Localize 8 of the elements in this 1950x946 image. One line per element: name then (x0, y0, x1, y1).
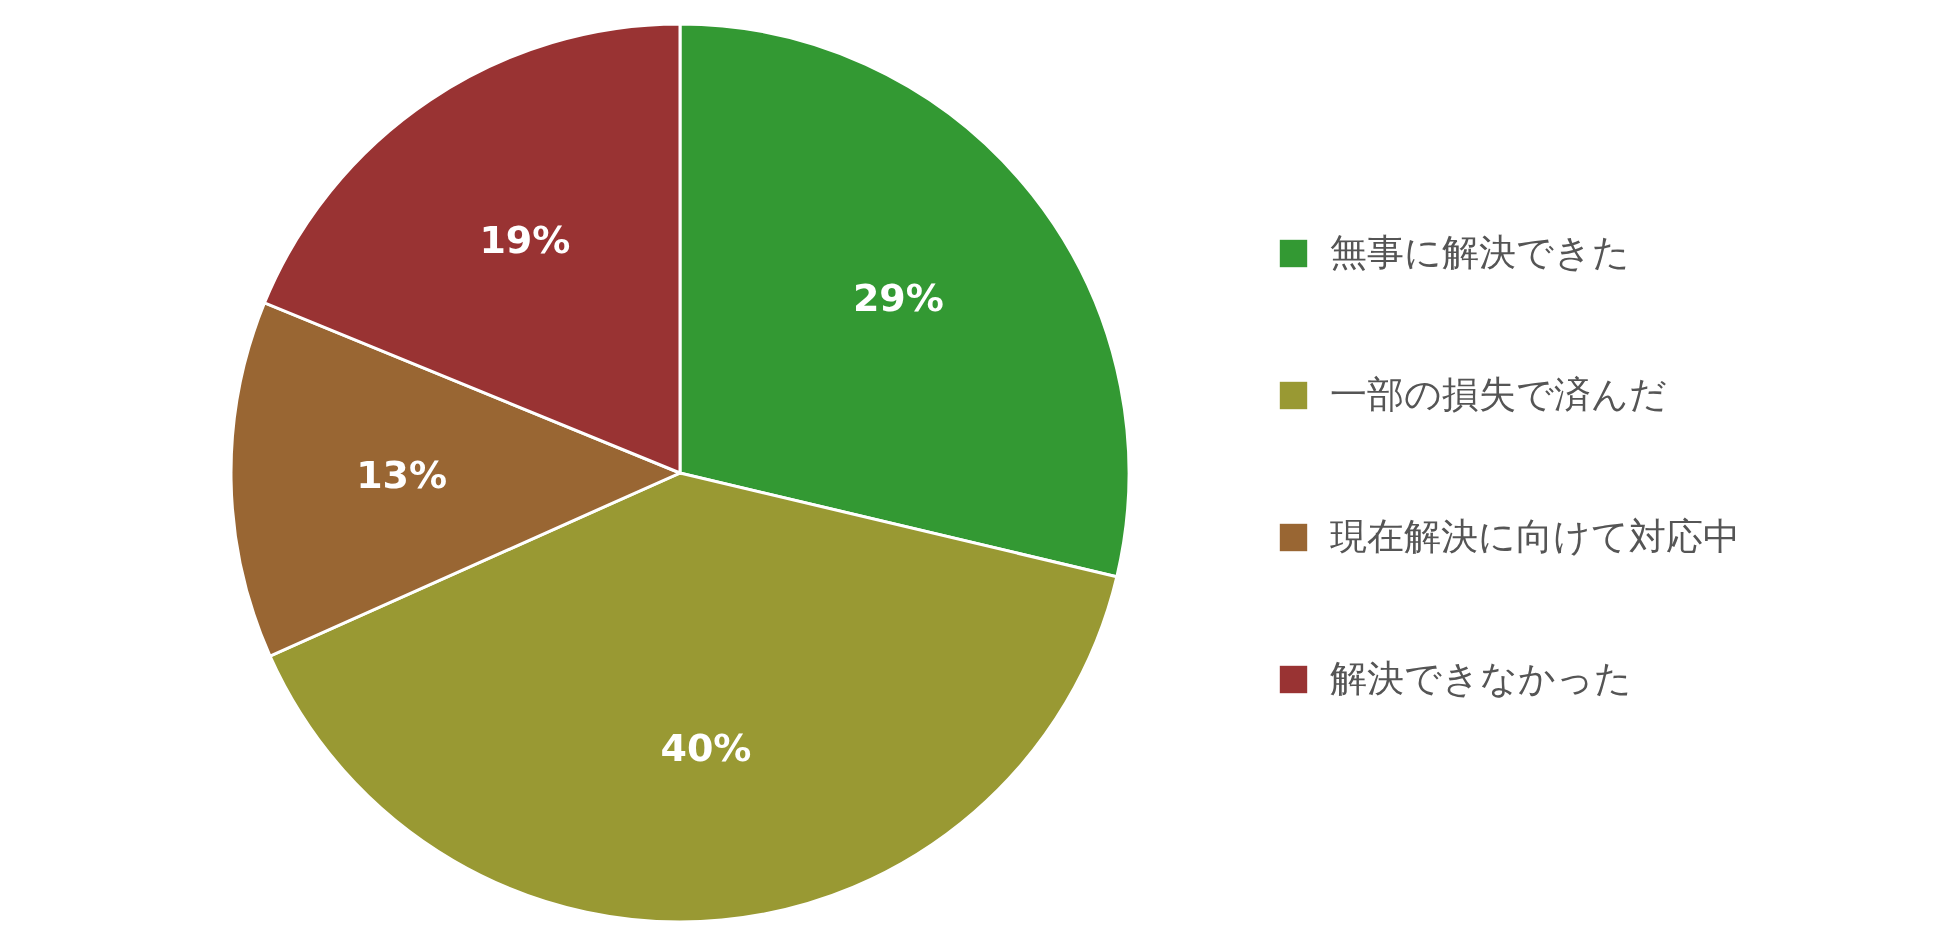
legend-label: 解決できなかった (1330, 656, 1632, 700)
data-label: 19% (479, 217, 571, 262)
data-label: 40% (660, 726, 752, 771)
data-label: 13% (356, 453, 448, 498)
data-label: 29% (852, 276, 944, 321)
legend-label: 一部の損失で済んだ (1330, 372, 1667, 416)
legend-label: 無事に解決できた (1330, 230, 1630, 274)
legend-label: 現在解決に向けて対応中 (1330, 514, 1740, 558)
